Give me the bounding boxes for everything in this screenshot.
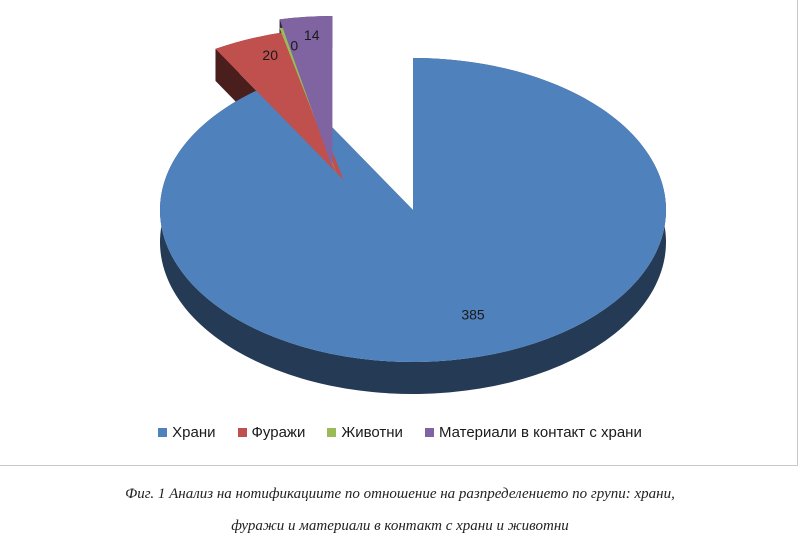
pie-labels: 385 20 0 14 xyxy=(262,27,484,322)
data-label-feed: 20 xyxy=(262,47,278,63)
pie-slice-feed xyxy=(215,32,344,181)
chart-legend: Храни Фуражи Животни Материали в контакт… xyxy=(0,424,800,441)
pie-slice-contact-materials xyxy=(279,16,333,168)
legend-item-contact-materials: Материали в контакт с храни xyxy=(424,424,642,441)
data-label-foods: 385 xyxy=(461,306,485,322)
legend-label-animals: Животни xyxy=(341,424,403,441)
legend-item-feed: Фуражи xyxy=(237,424,306,441)
chart-area: 385 20 0 14 Храни Фуражи Животни Материали … xyxy=(0,0,798,466)
legend-item-foods: Храни xyxy=(158,424,216,441)
caption-line-2: фуражи и материали в контакт с храни и ж… xyxy=(231,518,569,534)
caption-line-1: Фиг. 1 Анализ на нотификациите по отноше… xyxy=(125,486,675,502)
legend-swatch-contact-materials xyxy=(424,428,434,437)
legend-item-animals: Животни xyxy=(327,424,403,441)
data-label-contact-materials: 14 xyxy=(304,27,320,43)
figure-caption: Фиг. 1 Анализ на нотификациите по отноше… xyxy=(0,478,800,538)
legend-swatch-foods xyxy=(158,428,168,437)
legend-swatch-animals xyxy=(327,428,337,437)
data-label-animals: 0 xyxy=(290,37,298,53)
legend-label-foods: Храни xyxy=(172,424,216,441)
legend-swatch-feed xyxy=(237,428,247,437)
pie-chart: 385 20 0 14 xyxy=(159,16,667,394)
pie-slice-foods xyxy=(160,58,667,362)
pie-tops xyxy=(160,16,667,362)
legend-label-contact-materials: Материали в контакт с храни xyxy=(438,424,642,441)
legend-label-feed: Фуражи xyxy=(251,424,306,441)
